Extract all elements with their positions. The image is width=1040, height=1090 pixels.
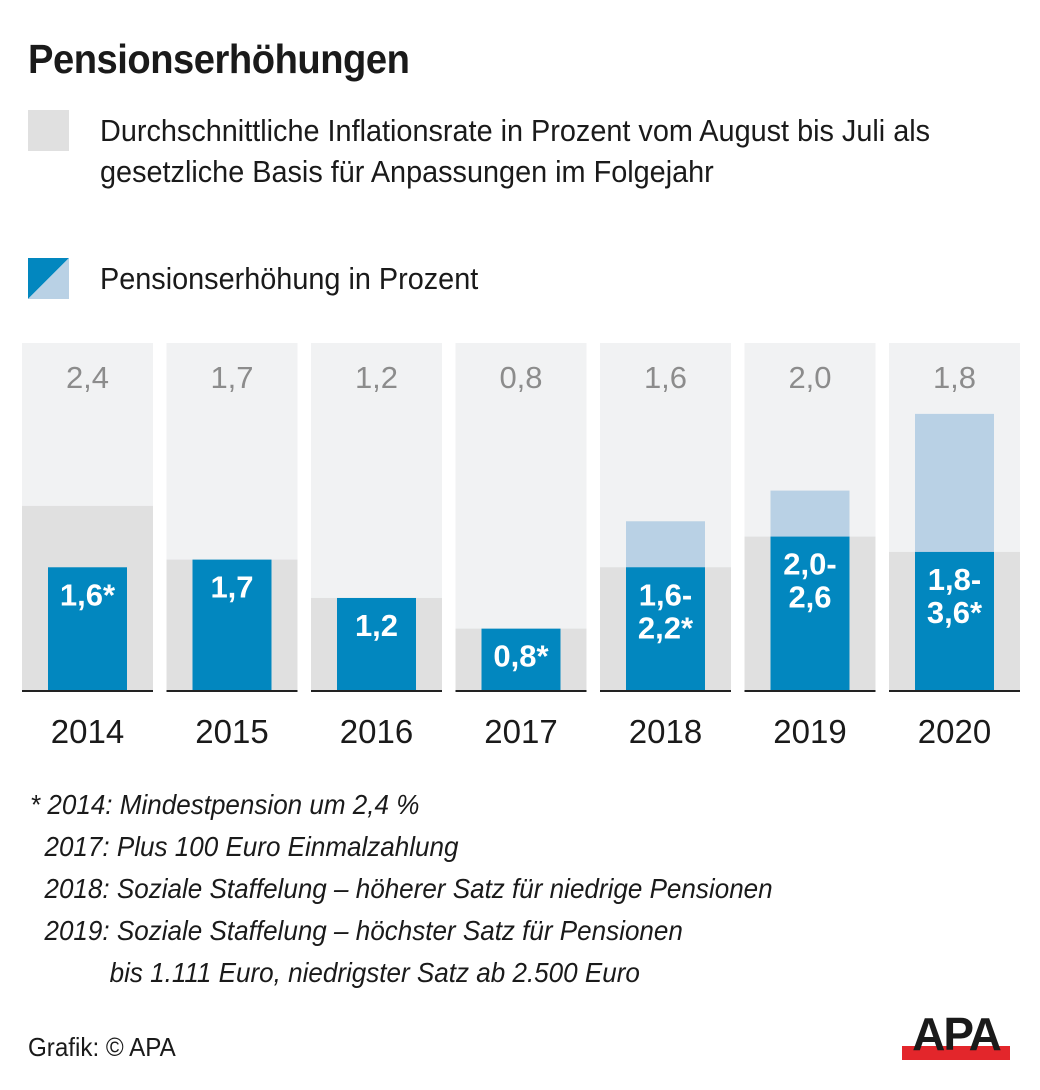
- chart-title: Pensionserhöhungen: [28, 36, 410, 82]
- footnotes: * 2014: Mindestpension um 2,4 % 2017: Pl…: [30, 784, 773, 994]
- apa-logo-text: APA: [912, 1012, 1000, 1060]
- x-tick-label: 2019: [773, 713, 846, 750]
- inflation-label: 1,8: [933, 360, 976, 395]
- increase-label: 1,6*: [60, 577, 116, 612]
- increase-bar: [770, 536, 850, 690]
- increase-label: 0,8*: [493, 639, 549, 674]
- inflation-label: 1,6: [644, 360, 687, 395]
- increase-bar: [481, 628, 561, 690]
- increase-bar: [626, 567, 705, 690]
- increase-bar: [192, 559, 272, 690]
- inflation-label: 2,0: [788, 360, 831, 395]
- legend-label-increase: Pensionserhöhung in Prozent: [100, 261, 479, 296]
- increase-label: 2,6: [788, 580, 831, 615]
- inflation-label: 1,7: [210, 360, 253, 395]
- footnote-2014: * 2014: Mindestpension um 2,4 %: [30, 789, 420, 820]
- inflation-label: 1,2: [355, 360, 398, 395]
- footnote-2019-cont: bis 1.111 Euro, niedrigster Satz ab 2.50…: [30, 957, 640, 988]
- increase-bar: [337, 597, 416, 690]
- apa-logo: APA: [902, 1012, 1010, 1060]
- increase-label: 2,0-: [783, 547, 836, 582]
- legend-label-inflation: Durchschnittliche Inflationsrate in Proz…: [100, 113, 931, 189]
- x-tick-label: 2015: [195, 713, 268, 750]
- inflation-label: 2,4: [66, 360, 109, 395]
- x-tick-label: 2017: [484, 713, 557, 750]
- footnote-2017: 2017: Plus 100 Euro Einmalzahlung: [30, 831, 459, 862]
- increase-label: 1,2: [355, 608, 398, 643]
- increase-label: 1,7: [210, 570, 253, 605]
- credit: Grafik: © APA: [28, 1032, 176, 1062]
- increase-label: 2,2*: [638, 610, 694, 645]
- gray-square-swatch-icon: [28, 110, 69, 151]
- bar-chart: 2,4 1,6* 2014 1,7 1,7 2015 1,2 1,2 2016 0,8 0,8* 20…: [22, 343, 1020, 750]
- x-tick-label: 2014: [51, 713, 124, 750]
- increase-label: 1,8-: [928, 562, 981, 597]
- increase-bar: [915, 551, 994, 690]
- increase-label: 3,6*: [927, 595, 983, 630]
- inflation-label: 0,8: [499, 360, 542, 395]
- footnote-2019: 2019: Soziale Staffelung – höchster Satz…: [30, 915, 683, 946]
- x-tick-label: 2016: [340, 713, 413, 750]
- blue-split-swatch-icon: [28, 258, 69, 299]
- x-tick-label: 2020: [918, 713, 991, 750]
- increase-bar: [48, 567, 127, 690]
- increase-label: 1,6-: [639, 577, 692, 612]
- footnote-2018: 2018: Soziale Staffelung – höherer Satz …: [30, 873, 773, 904]
- x-tick-label: 2018: [629, 713, 702, 750]
